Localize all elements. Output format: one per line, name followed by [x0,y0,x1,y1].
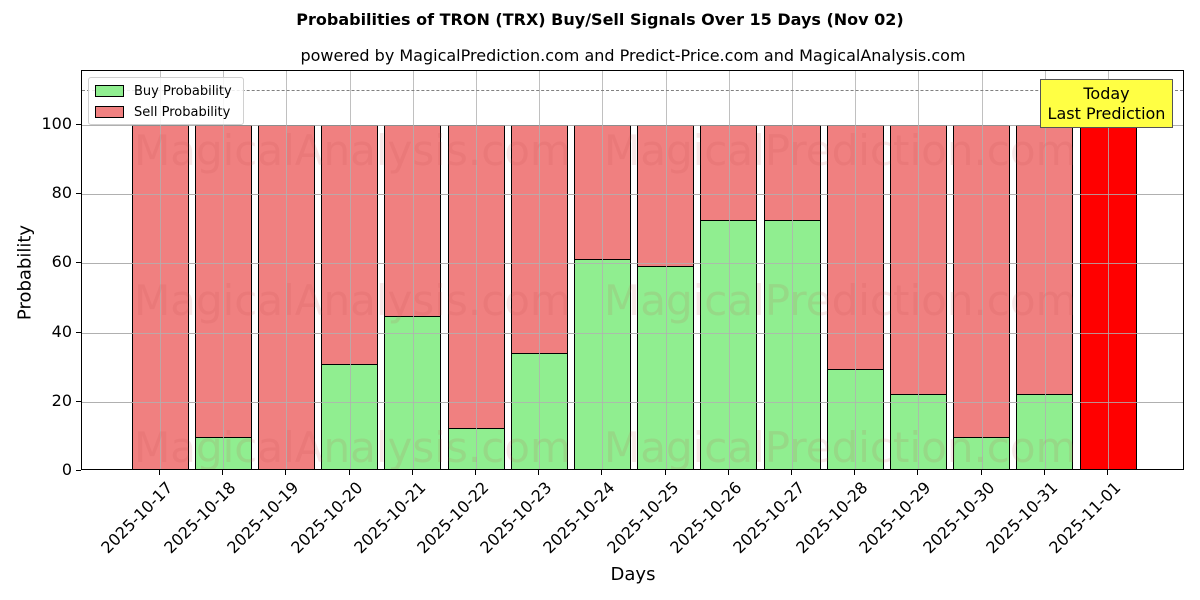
gridline-horizontal [82,401,1183,403]
x-tick [664,470,666,475]
buy-swatch-icon [95,85,124,97]
legend-label-buy: Buy Probability [134,83,232,99]
gridline-vertical [286,71,288,469]
gridline-vertical [223,71,225,469]
gridline-horizontal [82,194,1183,196]
y-tick [76,331,81,333]
y-tick-label: 100 [41,114,72,133]
today-annotation-line1: Today [1083,84,1130,103]
x-tick [1107,470,1108,475]
today-annotation-line2: Last Prediction [1047,104,1166,123]
y-tick [76,470,81,471]
y-tick [76,262,81,264]
today-annotation: Today Last Prediction [1040,79,1173,128]
y-tick-label: 40 [51,321,72,341]
y-tick-label: 80 [51,183,72,203]
gridline-vertical [602,71,604,469]
gridline-vertical [665,71,667,469]
gridline-vertical [160,71,161,469]
reference-line [82,90,1183,92]
gridline-vertical [855,71,857,469]
x-tick [854,470,856,475]
gridline-horizontal [82,263,1183,265]
x-tick [980,470,982,475]
x-tick [601,470,603,475]
gridline-vertical [1044,71,1046,469]
gridline-vertical [981,71,983,469]
x-tick [917,470,919,475]
y-tick-label: 60 [51,252,72,272]
x-tick [475,470,476,475]
gridline-vertical [728,71,730,469]
y-tick-label: 20 [51,390,72,410]
legend: Buy Probability Sell Probability [88,77,244,125]
x-tick [1043,470,1045,475]
x-axis-title: Days [610,564,656,585]
x-tick [348,470,350,475]
gridline-vertical [792,71,793,469]
gridline-vertical [412,71,414,469]
x-tick [791,470,792,475]
legend-item-sell: Sell Probability [95,104,230,120]
gridline-vertical [918,71,920,469]
x-tick [727,470,729,475]
plot-area: MagicalAnalysis.comMagicalPrediction.com… [81,70,1184,470]
x-tick [538,470,540,475]
gridline-vertical [349,71,351,469]
gridline-vertical [476,71,477,469]
x-tick [411,470,413,475]
gridline-horizontal [82,332,1183,334]
gridline-vertical [539,71,541,469]
chart-subtitle: powered by MagicalPrediction.com and Pre… [300,46,966,65]
chart-title: Probabilities of TRON (TRX) Buy/Sell Sig… [296,10,904,29]
y-axis-title: Probability [14,224,36,321]
legend-label-sell: Sell Probability [134,104,231,120]
gridline-horizontal [82,125,1183,126]
sell-swatch-icon [95,106,124,118]
y-tick-label: 0 [61,460,72,479]
legend-item-buy: Buy Probability [95,83,232,99]
y-tick [76,193,81,195]
y-tick [76,400,81,402]
x-tick [159,470,160,475]
gridline-vertical [1108,71,1109,469]
x-tick [222,470,224,475]
y-tick [76,124,81,125]
x-tick [285,470,287,475]
